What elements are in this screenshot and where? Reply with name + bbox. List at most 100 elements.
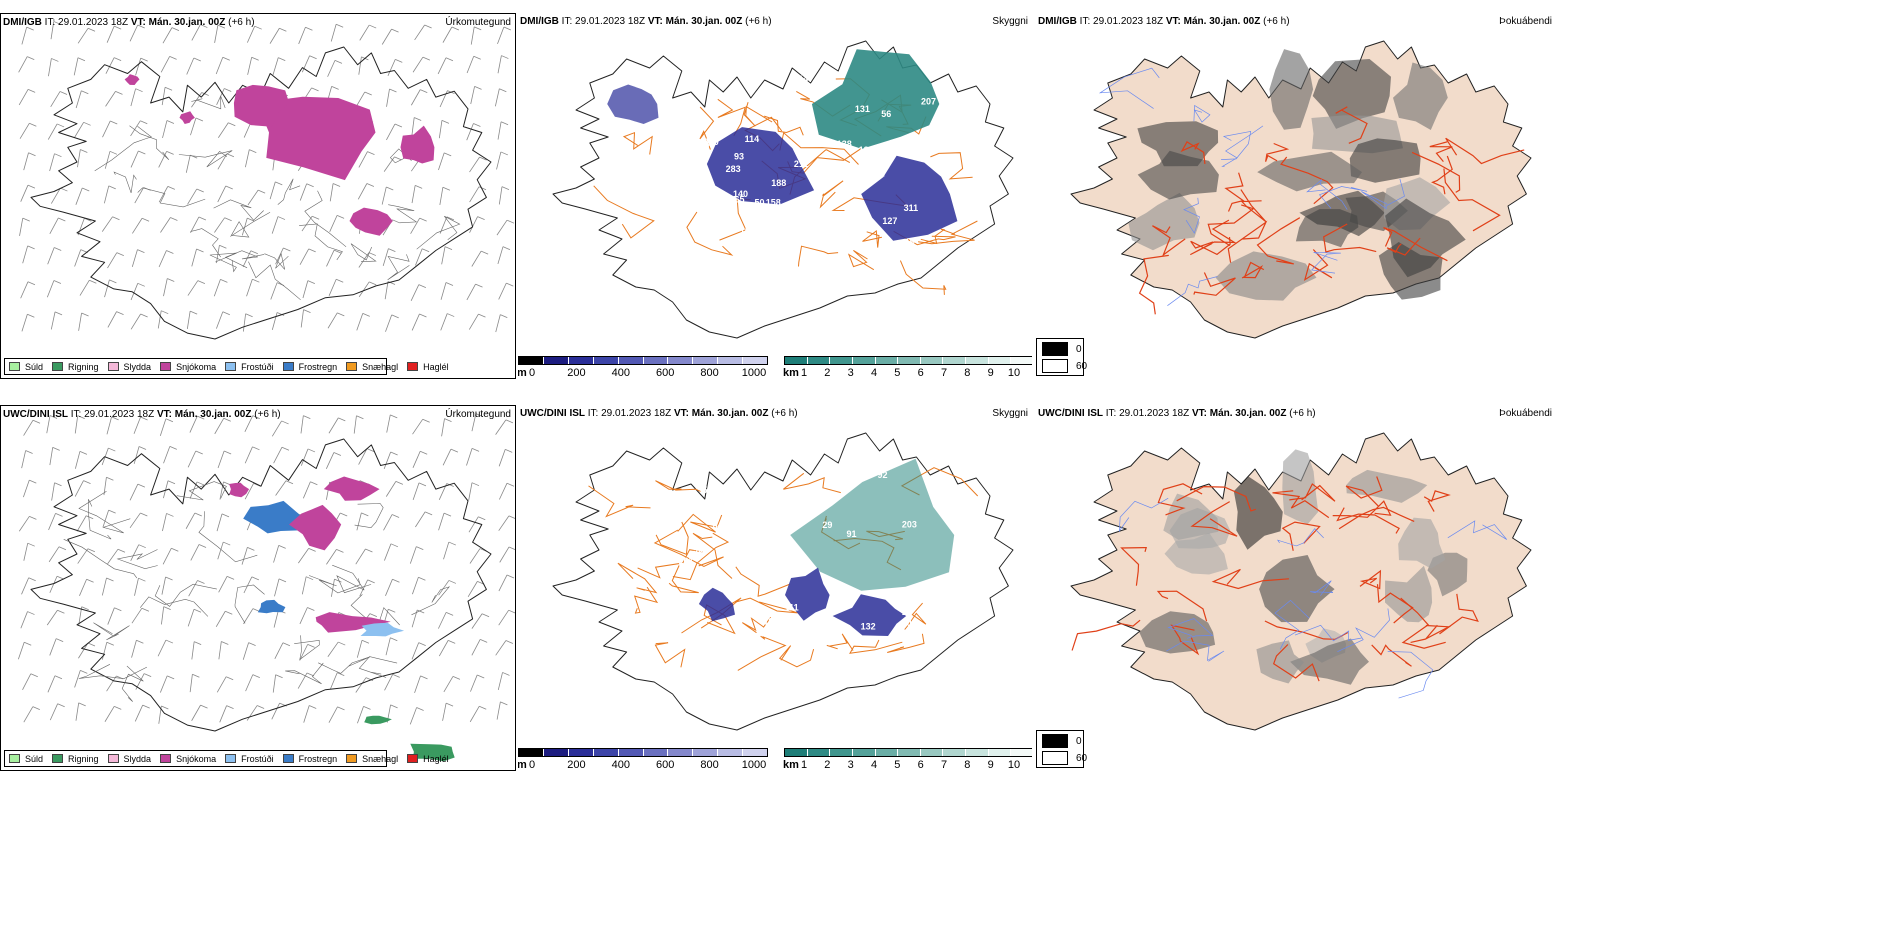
road-line [1445,137,1525,165]
wind-barb [299,607,308,625]
wind-barb [409,546,417,564]
road-line [1211,568,1289,590]
wind-barb [190,544,200,561]
wind-barb-flag [80,149,88,153]
road-line [299,223,343,261]
wind-barb [470,674,478,692]
wind-barb [358,56,362,75]
wind-barb-flag [56,123,65,128]
wind-barb-flag [81,606,89,611]
wind-barb-flag [53,280,62,284]
wind-barb [381,186,387,205]
fog-area [1128,192,1200,251]
wind-barb-flag [83,480,91,484]
wind-barb-flag [195,450,203,455]
wind-barb-flag [32,419,41,424]
wind-barb-flag [500,701,508,706]
wind-barb-flag [116,311,124,315]
visibility-value-label: 101 [679,556,694,566]
visibility-area-m [861,155,958,241]
panel-header: UWC/DINI ISL IT: 29.01.2023 18Z VT: Mán.… [1038,408,1316,419]
road-line [654,642,686,668]
wind-barb-flag [54,311,63,316]
wind-barb [105,91,116,107]
wind-barb-flag [197,580,205,584]
wind-barb-flag [444,246,453,251]
colorbar-segment [785,357,808,364]
wind-barb [298,27,306,45]
wind-barb [158,151,168,168]
wind-barb-flag [249,149,257,153]
visibility-area-km [790,458,955,591]
wind-barb-flag [226,153,235,158]
wind-barb-flag [307,448,316,453]
wind-barb [129,483,139,501]
wind-barb [327,641,339,658]
snow-area [179,111,195,124]
road-line [1170,624,1200,656]
wind-barb-flag [501,55,509,59]
wind-barb [23,152,29,171]
road-line [1190,237,1231,256]
colorbar-segment [593,749,619,756]
visibility-value-label: 123 [873,242,888,252]
wind-barb-flag [89,279,97,284]
visibility-value-label: 22 [657,216,667,226]
legend-label: Rigning [68,361,99,372]
panel-title: Skyggni [992,408,1028,419]
visibility-km-colorbar: km 1 2 3 4 5 6 7 8 9 10 [783,356,1032,379]
wind-barb-flag [137,282,145,287]
legend-swatch [107,362,119,371]
wind-barb-flag [225,610,233,615]
legend-label: Haglél [423,361,449,372]
fog-area [1256,640,1304,684]
wind-barb-flag [167,278,175,282]
wind-barb-flag [306,183,314,188]
colorbar-tick-label: 10 [1007,759,1021,771]
colorbar-segment [943,749,967,756]
wind-barb-flag [356,415,364,420]
legend-label: Súld [25,753,44,764]
road-line [1224,172,1245,212]
wind-barb [185,155,191,173]
legend-swatch [160,754,172,763]
fog-panel-top: DMI/IGB IT: 29.01.2023 18Z VT: Mán. 30.j… [1036,13,1556,379]
wind-barb-flag [443,512,452,517]
wind-barb [411,117,415,136]
wind-barb [384,674,394,691]
wind-barb [129,24,139,42]
wind-barb [440,313,448,331]
wind-barb [132,218,143,234]
wind-barb-flag [475,413,484,417]
road-line [1280,156,1334,205]
road-line [1118,497,1169,533]
wind-barb-flag [30,673,38,678]
wind-barb [163,446,171,464]
wind-barb-flag [251,576,260,581]
wind-barb-flag [248,642,256,646]
wind-barb [48,58,52,77]
road-line [1439,593,1479,635]
road-line [798,245,839,267]
wind-barb [329,672,338,690]
visibility-area-km [811,49,940,149]
wind-barb [469,548,481,564]
wind-barb-flag [27,245,35,250]
visibility-km-colorbar: km 1 2 3 4 5 6 7 8 9 10 [783,748,1032,771]
wind-barb [104,151,111,169]
wind-barb-flag [57,703,65,708]
wind-barb-flag [479,156,487,161]
colorbar-segment [718,749,744,756]
colorbar-tick-label: 200 [567,759,586,771]
wind-barb [48,546,60,563]
wind-barb [467,581,478,598]
legend-swatch [346,754,358,763]
wind-barb-flag [506,482,515,487]
wind-barb-flag [365,548,373,553]
snow-area [349,207,393,236]
wind-barb [49,447,54,466]
road-line [264,252,289,270]
wind-barb [101,577,107,596]
colorbar-strip [518,748,768,757]
road-line [154,583,217,607]
